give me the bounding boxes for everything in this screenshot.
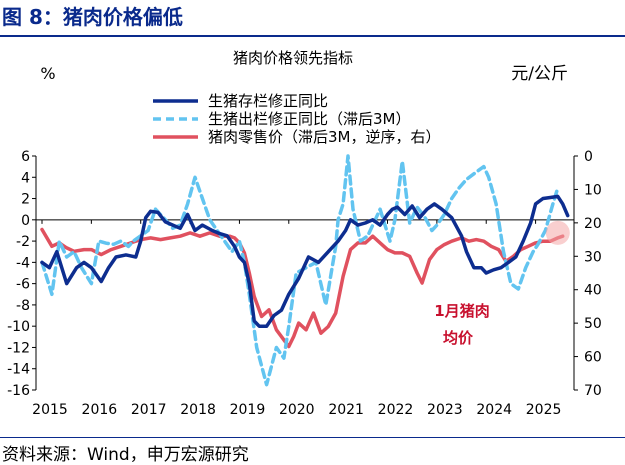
right-axis-tick-label: 20	[584, 216, 602, 232]
source-divider	[0, 437, 625, 438]
right-axis-label: 元/公斤	[511, 64, 568, 84]
right-axis-tick-label: 70	[584, 383, 602, 399]
left-axis-tick-label: 2	[21, 192, 30, 208]
legend: 生猪存栏修正同比 生猪出栏修正同比（滞后3M） 猪肉零售价（滞后3M，逆序，右）	[153, 92, 441, 146]
left-axis-tick-label: 0	[21, 213, 30, 229]
left-axis-tick-label: -14	[7, 362, 30, 378]
annotation-highlight	[545, 220, 570, 245]
legend-item-slaughter: 生猪出栏修正同比（滞后3M）	[153, 110, 411, 128]
plot-area	[40, 154, 570, 387]
left-axis-tick-label: 4	[21, 170, 30, 186]
left-axis-tick-label: -2	[16, 234, 30, 250]
x-axis-tick-label: 2017	[131, 402, 167, 418]
right-axis-tick-label: 50	[584, 316, 602, 332]
series-slaughter-line	[40, 154, 560, 387]
x-axis-tick-label: 2023	[427, 402, 463, 418]
legend-label-retail-price: 猪肉零售价（滞后3M，逆序，右）	[208, 128, 441, 146]
left-axis-tick-label: -12	[7, 340, 30, 356]
x-axis-tick-label: 2021	[328, 402, 364, 418]
right-axis-tick-label: 0	[584, 149, 593, 165]
annotation-text-line1: 1月猪肉	[434, 302, 489, 320]
x-axis-tick-label: 2015	[32, 402, 68, 418]
legend-label-inventory: 生猪存栏修正同比	[208, 92, 328, 110]
x-axis-tick-label: 2019	[230, 402, 266, 418]
axes: 6420-2-4-6-8-10-12-14-160102030405060702…	[7, 149, 602, 418]
source-note: 资料来源：Wind，申万宏源研究	[2, 445, 249, 465]
series-retail-price-line	[40, 227, 565, 349]
x-axis-tick-label: 2018	[180, 402, 216, 418]
annotation-text-line2: 均价	[443, 329, 474, 347]
right-axis-tick-label: 10	[584, 182, 602, 198]
left-axis-tick-label: -10	[7, 319, 30, 335]
legend-item-retail-price: 猪肉零售价（滞后3M，逆序，右）	[153, 128, 441, 146]
x-axis-tick-label: 2025	[526, 402, 562, 418]
right-axis-tick-label: 60	[584, 350, 602, 366]
x-axis-tick-label: 2020	[279, 402, 315, 418]
legend-label-slaughter: 生猪出栏修正同比（滞后3M）	[208, 110, 411, 128]
x-axis-tick-label: 2022	[378, 402, 414, 418]
x-axis-tick-label: 2016	[82, 402, 118, 418]
left-axis-tick-label: -16	[7, 383, 30, 399]
legend-item-inventory: 生猪存栏修正同比	[153, 92, 328, 110]
x-axis-tick-label: 2024	[476, 402, 512, 418]
figure-title: 图 8：猪肉价格偏低	[2, 5, 183, 29]
title-divider	[0, 35, 625, 37]
left-axis-tick-label: -6	[16, 277, 30, 293]
chart-title: 猪肉价格领先指标	[233, 49, 353, 67]
right-axis-tick-label: 30	[584, 249, 602, 265]
series-inventory-line	[40, 194, 570, 328]
left-axis-tick-label: -4	[16, 255, 30, 271]
left-axis-tick-label: 6	[21, 149, 30, 165]
chart: 猪肉价格领先指标 % 元/公斤 生猪存栏修正同比 生猪出栏修正同比（滞后3M） …	[7, 49, 602, 418]
left-axis-tick-label: -8	[16, 298, 30, 314]
left-axis-label: %	[40, 64, 55, 83]
annotation: 1月猪肉 均价	[434, 220, 570, 347]
right-axis-tick-label: 40	[584, 283, 602, 299]
